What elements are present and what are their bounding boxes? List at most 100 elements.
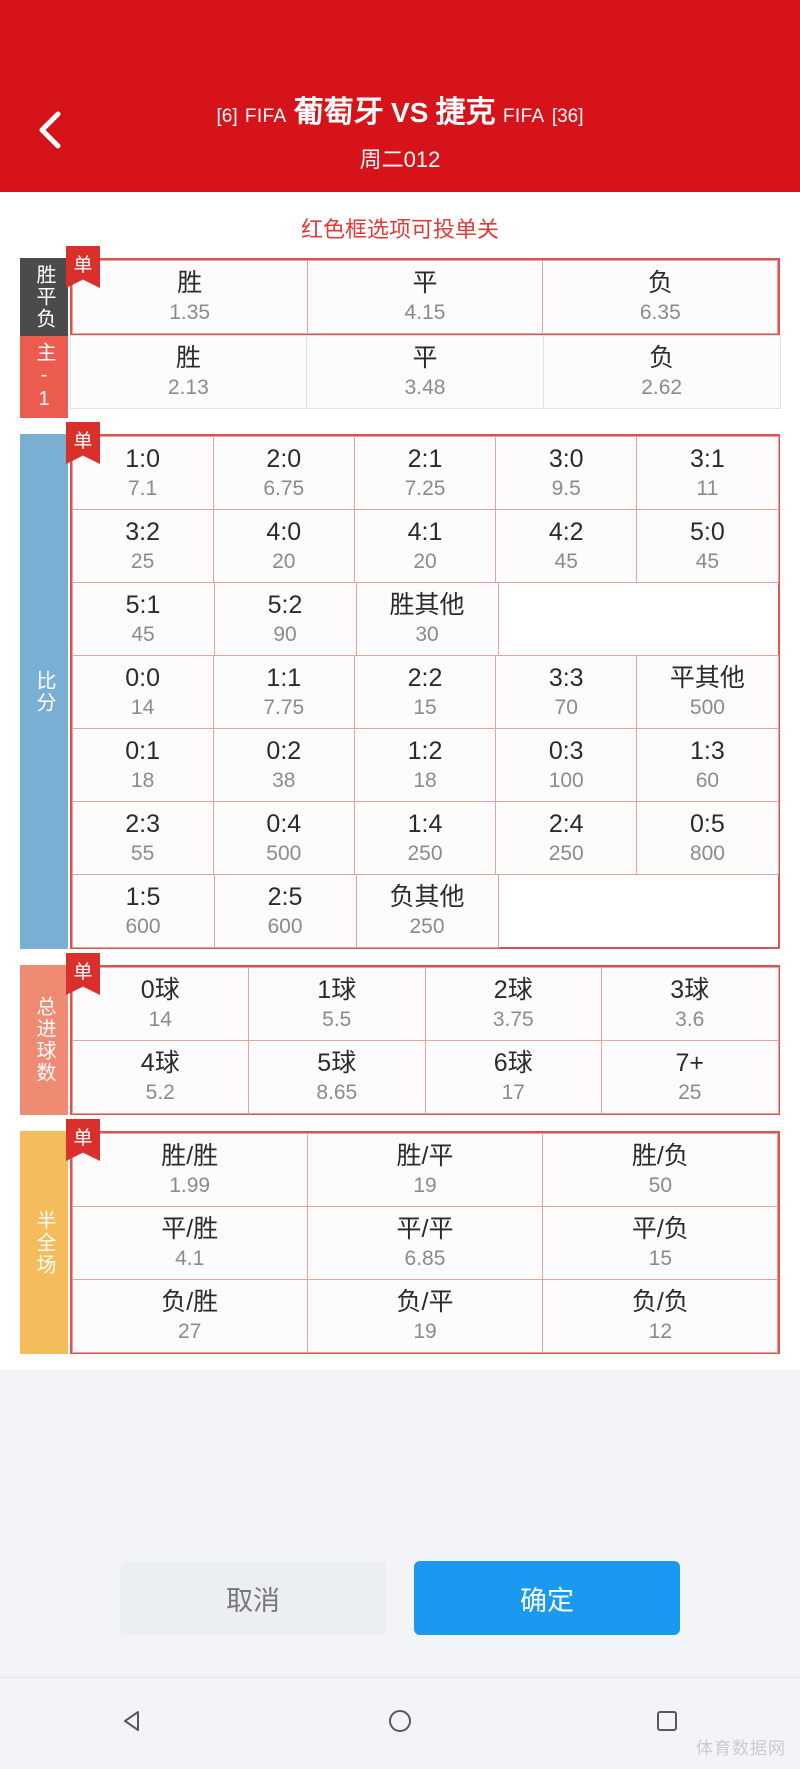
odds-cell-value: 15 xyxy=(648,1246,672,1270)
odds-cell[interactable]: 0球 14 xyxy=(71,966,249,1041)
single-bet-flag: 单 xyxy=(66,422,100,464)
odds-cell[interactable]: 3:0 9.5 xyxy=(495,435,638,510)
odds-cell[interactable]: 胜 1.35 xyxy=(71,259,308,334)
market-score: 比分 单 1:0 7.1 2:0 6.75 2:1 7.25 3:0 9.5 3:1 11 3:2 2… xyxy=(20,422,780,949)
odds-cell[interactable]: 胜 2.13 xyxy=(69,334,308,409)
odds-row: 1:5 600 2:5 600 负其他 250 xyxy=(71,873,778,948)
odds-cell[interactable]: 胜/负 50 xyxy=(542,1132,779,1207)
odds-cell[interactable]: 2:3 55 xyxy=(71,800,214,875)
odds-cell[interactable]: 2:1 7.25 xyxy=(353,435,497,510)
odds-cell-name: 1:4 xyxy=(407,809,443,838)
odds-cell-value: 6.75 xyxy=(263,476,305,500)
odds-cell-name: 5球 xyxy=(317,1048,357,1077)
odds-cell-name: 胜/负 xyxy=(631,1141,689,1170)
odds-cell-name: 0:4 xyxy=(266,809,302,838)
odds-cell[interactable]: 0:2 38 xyxy=(212,727,355,802)
odds-cell[interactable]: 0:3 100 xyxy=(495,727,638,802)
market-label-score: 比分 xyxy=(20,434,68,949)
odds-cell[interactable]: 平 4.15 xyxy=(306,259,544,334)
odds-cell[interactable]: 胜/胜 1.99 xyxy=(71,1132,308,1207)
odds-cell-value: 17 xyxy=(501,1080,525,1104)
odds-cell[interactable]: 负 2.62 xyxy=(542,334,781,409)
odds-cell[interactable]: 负/负 12 xyxy=(542,1278,779,1353)
odds-cell[interactable]: 4:1 20 xyxy=(353,508,497,583)
odds-cell[interactable]: 5:1 45 xyxy=(71,581,215,656)
odds-cell[interactable]: 0:1 18 xyxy=(71,727,214,802)
odds-cell-value: 19 xyxy=(413,1319,437,1343)
nav-back-button[interactable] xyxy=(112,1703,154,1745)
odds-cell-name: 胜/平 xyxy=(396,1141,454,1170)
cancel-button[interactable]: 取消 xyxy=(120,1561,386,1635)
odds-cell[interactable]: 平/胜 4.1 xyxy=(71,1205,308,1280)
odds-cell-value: 25 xyxy=(678,1080,702,1104)
odds-cell[interactable]: 7+ 25 xyxy=(601,1039,779,1114)
odds-cell[interactable]: 0:5 800 xyxy=(636,800,779,875)
odds-cell[interactable]: 1:4 250 xyxy=(353,800,497,875)
odds-cell-value: 2.13 xyxy=(167,375,209,399)
confirm-button[interactable]: 确定 xyxy=(414,1561,680,1635)
away-rank: [36] xyxy=(551,106,584,127)
odds-cell-value: 12 xyxy=(648,1319,672,1343)
odds-cell[interactable]: 2:0 6.75 xyxy=(212,435,355,510)
odds-cell-name: 平/平 xyxy=(396,1214,454,1243)
odds-cell[interactable]: 负/平 19 xyxy=(306,1278,544,1353)
odds-cell[interactable]: 1:3 60 xyxy=(636,727,779,802)
odds-cell[interactable]: 平其他 500 xyxy=(636,654,779,729)
odds-cell[interactable]: 1:1 7.75 xyxy=(212,654,355,729)
odds-cell[interactable]: 平 3.48 xyxy=(306,334,544,409)
odds-cell[interactable]: 1球 5.5 xyxy=(248,966,426,1041)
odds-row: 平/胜 4.1 平/平 6.85 平/负 15 xyxy=(71,1205,779,1280)
odds-cell-value: 1.99 xyxy=(169,1173,211,1197)
odds-cell-name: 胜/胜 xyxy=(161,1141,219,1170)
away-fifa-label: FIFA xyxy=(502,106,545,127)
odds-cell-empty xyxy=(638,582,779,656)
odds-cell-empty xyxy=(498,582,639,656)
odds-cell[interactable]: 5球 8.65 xyxy=(248,1039,426,1114)
odds-cell-value: 7.75 xyxy=(263,695,305,719)
nav-recents-button[interactable] xyxy=(646,1703,688,1745)
back-button[interactable] xyxy=(28,108,72,152)
odds-cell[interactable]: 3:1 11 xyxy=(636,435,779,510)
market-wdl: 胜平负 主-1 单 胜 1.35 平 4.15 xyxy=(20,246,781,418)
odds-cell-name: 5:1 xyxy=(125,590,161,619)
odds-cell[interactable]: 负 6.35 xyxy=(542,259,779,334)
odds-cell[interactable]: 6球 17 xyxy=(424,1039,602,1114)
odds-cell[interactable]: 2:5 600 xyxy=(213,873,357,948)
odds-cell-name: 1:3 xyxy=(690,736,725,765)
odds-cell[interactable]: 1:5 600 xyxy=(71,873,215,948)
odds-cell[interactable]: 5:0 45 xyxy=(636,508,779,583)
odds-cell[interactable]: 2:2 15 xyxy=(353,654,497,729)
odds-cell[interactable]: 2:4 250 xyxy=(495,800,638,875)
odds-cell-value: 8.65 xyxy=(316,1080,358,1104)
odds-cell[interactable]: 3:2 25 xyxy=(71,508,214,583)
vs-label: VS xyxy=(391,97,429,128)
odds-cell[interactable]: 0:0 14 xyxy=(71,654,214,729)
odds-cell-value: 25 xyxy=(130,549,155,573)
odds-cell[interactable]: 0:4 500 xyxy=(212,800,355,875)
odds-cell-value: 70 xyxy=(554,695,578,719)
odds-cell[interactable]: 胜其他 30 xyxy=(355,581,499,656)
odds-cell-name: 平其他 xyxy=(669,663,745,692)
odds-cell[interactable]: 3:3 70 xyxy=(495,654,638,729)
odds-cell[interactable]: 4球 5.2 xyxy=(71,1039,249,1114)
odds-cell[interactable]: 4:0 20 xyxy=(212,508,355,583)
odds-cell[interactable]: 平/负 15 xyxy=(542,1205,779,1280)
odds-cell[interactable]: 2球 3.75 xyxy=(424,966,602,1041)
odds-row: 5:1 45 5:2 90 胜其他 30 xyxy=(71,581,779,656)
odds-cell-value: 27 xyxy=(177,1319,202,1343)
odds-row: 0:0 14 1:1 7.75 2:2 15 3:3 70 平其他 500 xyxy=(71,654,779,729)
odds-cell[interactable]: 1:2 18 xyxy=(353,727,497,802)
odds-cell[interactable]: 负/胜 27 xyxy=(71,1278,308,1353)
odds-cell[interactable]: 3球 3.6 xyxy=(601,966,779,1041)
odds-cell[interactable]: 5:2 90 xyxy=(213,581,357,656)
odds-cell-value: 6.35 xyxy=(639,300,681,324)
odds-cell[interactable]: 胜/平 19 xyxy=(306,1132,544,1207)
odds-cell[interactable]: 负其他 250 xyxy=(355,873,499,948)
odds-cell[interactable]: 平/平 6.85 xyxy=(306,1205,544,1280)
odds-cell-name: 平/胜 xyxy=(161,1214,219,1243)
odds-cell[interactable]: 4:2 45 xyxy=(495,508,638,583)
odds-cell-value: 45 xyxy=(554,549,578,573)
odds-cell-value: 4.15 xyxy=(404,300,446,324)
nav-home-button[interactable] xyxy=(379,1703,421,1745)
